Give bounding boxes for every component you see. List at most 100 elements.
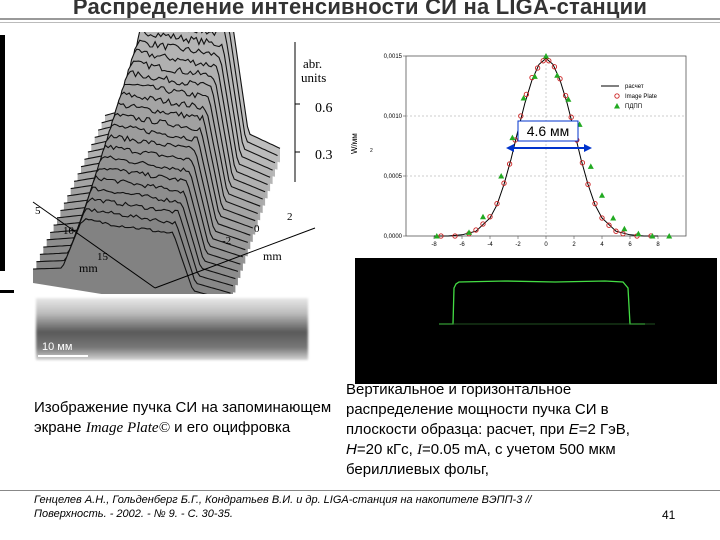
data-point-circle <box>540 58 546 64</box>
y-tick-label: 10 <box>63 225 75 237</box>
legend-swatch-circle <box>614 93 620 99</box>
z-tick-label-low: 0.3 <box>315 148 333 163</box>
left-caption: Изображение пучка СИ на запоминающем экр… <box>34 398 346 438</box>
x-tick-label: 0 <box>544 242 548 248</box>
horizontal-profile-oscillogram <box>355 258 717 384</box>
left-caption-italic: Image Plate© <box>85 420 170 436</box>
chart-grid <box>405 55 687 237</box>
title-underline-secondary <box>0 22 720 23</box>
data-point-circle <box>452 233 458 239</box>
energy-symbol: E <box>568 421 579 438</box>
y-tick-label: 0,0015 <box>384 54 403 60</box>
surface-fill <box>33 218 206 294</box>
y-axis-label-superscript: 2 <box>370 148 373 154</box>
legend-swatch-triangle <box>614 103 620 109</box>
data-point-circle <box>494 200 500 207</box>
right-caption-text: плоскости образца: расчет, при <box>346 421 569 438</box>
reference: Генцелев А.Н., Гольденберг Б.Г., Кондрат… <box>34 493 594 521</box>
left-edge-bar <box>0 35 5 271</box>
data-point-circle <box>438 233 444 239</box>
data-point-triangle <box>666 233 673 239</box>
x-tick-label: 2 <box>572 242 576 248</box>
x-tick-label: -2 <box>222 235 231 247</box>
image-plate-beam-stripe <box>36 298 308 360</box>
chart-axes: 0,0000 0,0005 0,0010 0,0015 -8 -6 -4 -2 0 2 4 6 8 <box>384 54 661 248</box>
data-point-triangle <box>621 225 628 232</box>
x-tick-label: -4 <box>487 242 493 248</box>
scale-bar-label: 10 мм <box>42 341 73 353</box>
right-caption: Вертикальное и горизонтальное распределе… <box>346 380 716 480</box>
data-point-circle <box>557 76 563 82</box>
data-point-circle <box>606 222 612 228</box>
data-point-triangle <box>466 229 472 235</box>
field-symbol: H <box>346 441 357 458</box>
fwhm-annotation: 4.6 мм <box>527 123 570 139</box>
left-edge-tick <box>0 290 14 293</box>
data-point-circle <box>546 58 552 64</box>
data-point-circle <box>599 215 605 221</box>
data-point-circle <box>523 91 530 98</box>
right-caption-line: Вертикальное и горизонтальное <box>346 381 572 398</box>
data-point-circle <box>620 230 626 237</box>
right-caption-text: =2 ГэВ, <box>578 421 630 438</box>
title-underline <box>0 18 720 20</box>
chart-legend: расчет Image Plate ПДПП <box>601 84 658 110</box>
right-caption-line: H=20 кГс, I=0.05 mA, с учетом 500 мкм <box>346 440 716 460</box>
legend-label: ПДПП <box>625 104 642 110</box>
y-tick-label: 5 <box>35 205 41 217</box>
data-point-circle <box>506 161 513 167</box>
data-point-triangle <box>649 233 656 239</box>
data-point-triangle <box>610 215 617 221</box>
data-point-triangle <box>480 213 486 220</box>
scale-bar <box>38 355 88 357</box>
right-caption-line: плоскости образца: расчет, при E=2 ГэВ, <box>346 420 716 440</box>
x-tick-label: 2 <box>287 211 293 223</box>
data-point-circle <box>592 200 598 207</box>
current-symbol: I <box>416 442 422 458</box>
x-tick-label: -2 <box>515 242 521 248</box>
data-point-triangle <box>433 233 440 239</box>
footer-divider <box>0 490 720 491</box>
left-caption-text: Изображение пучка СИ на запоминающем экр… <box>34 399 332 436</box>
data-point-triangle <box>635 230 642 237</box>
z-unit-line2: units <box>301 70 326 85</box>
data-point-triangle <box>587 163 594 169</box>
y-axis <box>32 201 156 289</box>
x-tick-label: 8 <box>656 242 660 248</box>
left-caption-text-end: и его оцифровка <box>170 419 291 436</box>
horizontal-profile-trace <box>439 280 645 325</box>
x-axis <box>154 227 316 289</box>
data-point-circle <box>568 114 574 120</box>
data-point-triangle <box>520 95 527 101</box>
data-point-circle <box>518 113 524 119</box>
y-tick-label: 0,0010 <box>384 114 403 120</box>
power-distribution-chart: 0,0000 0,0005 0,0010 0,0015 -8 -6 -4 -2 0 2 4 6 8 ра… <box>350 53 687 248</box>
data-point-triangle <box>509 134 516 141</box>
x-tick-label: -8 <box>431 242 437 248</box>
page-number: 41 <box>662 508 676 522</box>
data-point-circle <box>579 160 586 166</box>
data-point-triangle <box>531 73 538 79</box>
y-tick-label: 0,0005 <box>384 174 403 180</box>
y-axis-unit: mm <box>79 261 98 275</box>
data-point-triangle <box>498 173 505 179</box>
x-axis-unit: mm <box>263 249 282 263</box>
data-point-circle <box>534 65 541 71</box>
y-tick-label: 15 <box>97 251 109 263</box>
data-point-circle <box>562 92 569 99</box>
data-point-triangle <box>565 96 572 102</box>
data-point-triangle <box>543 53 549 59</box>
data-point-circle <box>473 227 479 233</box>
data-point-triangle <box>599 192 605 198</box>
data-point-circle <box>480 221 486 227</box>
data-point-circle <box>551 64 558 70</box>
reference-line: Генцелев А.Н., Гольденберг Б.Г., Кондрат… <box>34 494 532 506</box>
surface-profile-line <box>32 218 208 294</box>
y-tick-label: 0,0000 <box>384 234 403 240</box>
reference-line: Поверхность. - 2002. - № 9. - С. 30-35. <box>34 508 233 520</box>
right-caption-line: распределение мощности пучка СИ в <box>346 401 609 418</box>
data-point-circle <box>613 228 619 234</box>
image-plate-photo <box>34 296 312 362</box>
right-caption-text: =0.05 mA, с учетом 500 мкм <box>421 441 616 458</box>
surface-profiles <box>32 32 281 294</box>
